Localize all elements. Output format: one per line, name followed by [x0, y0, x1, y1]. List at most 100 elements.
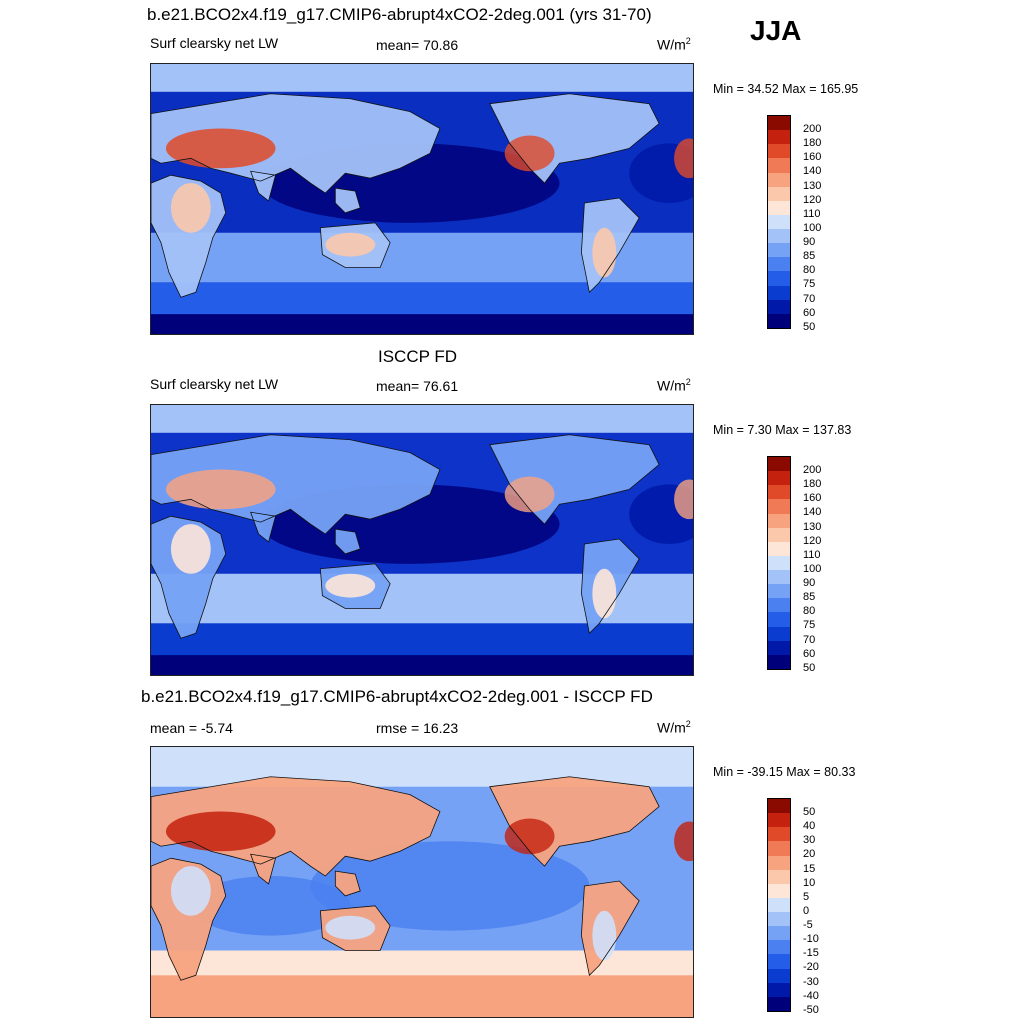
colorbar-label: 130	[803, 520, 822, 533]
colorbar-swatch	[768, 926, 790, 941]
map-svg	[151, 747, 693, 1017]
colorbar-swatch	[768, 285, 790, 300]
colorbar-label: 70	[803, 633, 816, 646]
panel2-variable-label: Surf clearsky net LW	[150, 376, 279, 392]
panel1-title: b.e21.BCO2x4.f19_g17.CMIP6-abrupt4xCO2-2…	[147, 5, 652, 24]
colorbar-label: 90	[803, 236, 816, 249]
panel3-units: W/m2	[657, 719, 691, 736]
colorbar-label: 20	[803, 848, 816, 861]
panel3-colorbar	[767, 798, 791, 1012]
colorbar-label: 140	[803, 506, 822, 519]
panel1-colorbar	[767, 115, 791, 329]
colorbar-label: 50	[803, 320, 816, 333]
season-label: JJA	[750, 15, 802, 46]
colorbar-swatch	[768, 940, 790, 955]
colorbar-swatch	[768, 299, 790, 314]
colorbar-label: 160	[803, 151, 822, 164]
colorbar-label: -30	[803, 975, 819, 988]
panel2-units: W/m2	[657, 377, 691, 394]
colorbar-swatch	[768, 982, 790, 997]
panel3-map	[150, 746, 694, 1018]
map-svg	[151, 64, 693, 334]
colorbar-label: -20	[803, 961, 819, 974]
colorbar-swatch	[768, 640, 790, 655]
panel3-mean-label: mean = -5.74	[150, 720, 233, 736]
colorbar-swatch	[768, 271, 790, 286]
colorbar-label: -15	[803, 947, 819, 960]
panel2-map	[150, 404, 694, 676]
panel1-units: W/m2	[657, 36, 691, 53]
colorbar-swatch	[768, 457, 790, 472]
colorbar-label: 160	[803, 492, 822, 505]
colorbar-label: 85	[803, 250, 816, 263]
colorbar-label: 180	[803, 137, 822, 150]
colorbar-swatch	[768, 172, 790, 187]
colorbar-swatch	[768, 799, 790, 814]
colorbar-label: 50	[803, 661, 816, 674]
panel1-minmax: Min = 34.52 Max = 165.95	[713, 82, 859, 96]
panel2-minmax: Min = 7.30 Max = 137.83	[713, 423, 852, 437]
colorbar-label: -50	[803, 1003, 819, 1016]
colorbar-swatch	[768, 626, 790, 641]
colorbar-label: 50	[803, 806, 816, 818]
colorbar-swatch	[768, 499, 790, 514]
colorbar-swatch	[768, 186, 790, 201]
panel1-map	[150, 63, 694, 335]
colorbar-label: 80	[803, 605, 816, 618]
colorbar-label: 100	[803, 221, 822, 234]
colorbar-label: 60	[803, 647, 816, 660]
colorbar-label: 100	[803, 562, 822, 575]
colorbar-swatch	[768, 229, 790, 244]
colorbar-label: 200	[803, 123, 822, 135]
colorbar-label: -40	[803, 989, 819, 1002]
colorbar-swatch	[768, 555, 790, 570]
panel3-minmax: Min = -39.15 Max = 80.33	[713, 765, 856, 779]
colorbar-label: 40	[803, 820, 816, 833]
colorbar-swatch	[768, 158, 790, 173]
colorbar-swatch	[768, 968, 790, 983]
colorbar-label: -10	[803, 933, 819, 946]
colorbar-swatch	[768, 841, 790, 856]
map-svg	[151, 405, 693, 675]
colorbar-swatch	[768, 116, 790, 131]
colorbar-label: 140	[803, 165, 822, 178]
colorbar-label: 70	[803, 292, 816, 305]
colorbar-label: 110	[803, 207, 821, 220]
panel3-title: b.e21.BCO2x4.f19_g17.CMIP6-abrupt4xCO2-2…	[141, 687, 653, 706]
colorbar-swatch	[768, 200, 790, 215]
colorbar-swatch	[768, 570, 790, 585]
colorbar-label: 60	[803, 306, 816, 319]
colorbar-label: 130	[803, 179, 822, 192]
colorbar-swatch	[768, 214, 790, 229]
colorbar-label: 80	[803, 264, 816, 277]
colorbar-swatch	[768, 654, 790, 669]
colorbar-swatch	[768, 313, 790, 328]
colorbar-label: 85	[803, 591, 816, 604]
colorbar-swatch	[768, 813, 790, 828]
colorbar-swatch	[768, 612, 790, 627]
panel2-mean-label: mean= 76.61	[376, 378, 459, 394]
colorbar-swatch	[768, 827, 790, 842]
colorbar-swatch	[768, 144, 790, 159]
colorbar-label: 90	[803, 577, 816, 590]
colorbar-swatch	[768, 897, 790, 912]
colorbar-label: 0	[803, 904, 810, 917]
colorbar-swatch	[768, 513, 790, 528]
colorbar-swatch	[768, 869, 790, 884]
colorbar-swatch	[768, 257, 790, 272]
colorbar-swatch	[768, 130, 790, 145]
colorbar-label: 180	[803, 478, 822, 491]
colorbar-label: 110	[803, 548, 821, 561]
colorbar-swatch	[768, 912, 790, 927]
colorbar-swatch	[768, 541, 790, 556]
colorbar-swatch	[768, 471, 790, 486]
colorbar-swatch	[768, 243, 790, 258]
colorbar-swatch	[768, 485, 790, 500]
colorbar-swatch	[768, 598, 790, 613]
colorbar-label: 5	[803, 890, 810, 903]
colorbar-label: 75	[803, 278, 816, 291]
panel3-rmse-label: rmse = 16.23	[376, 720, 459, 736]
colorbar-label: 200	[803, 464, 822, 476]
colorbar-label: 120	[803, 193, 822, 206]
panel1-mean-label: mean= 70.86	[376, 37, 459, 53]
